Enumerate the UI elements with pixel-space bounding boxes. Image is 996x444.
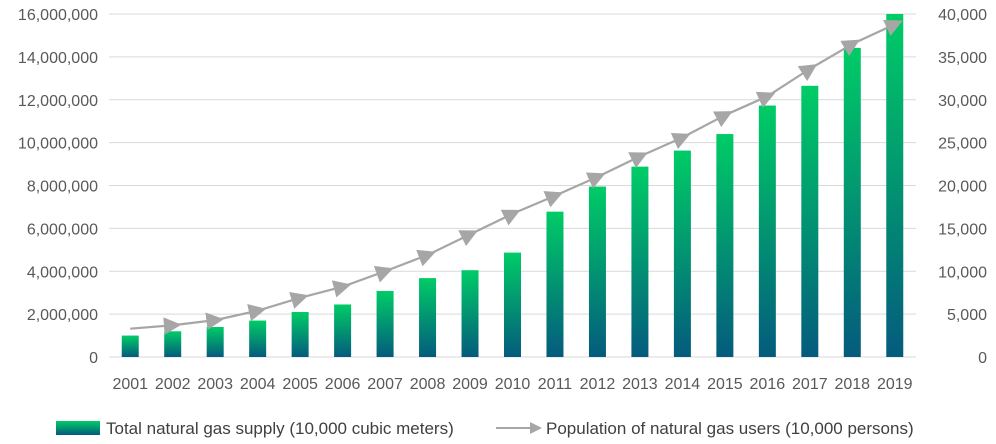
- y-left-tick-label: 0: [89, 350, 98, 367]
- line-segment-2005: [257, 291, 309, 312]
- line-segment-2015: [681, 111, 733, 139]
- legend-line-label: Population of natural gas users (10,000 …: [546, 419, 914, 438]
- x-tick-label: 2010: [495, 376, 531, 393]
- bar-2004: [249, 320, 267, 357]
- line-segment-2002: [130, 317, 182, 335]
- bar-2013: [631, 166, 649, 357]
- y-left-tick-label: 14,000,000: [18, 50, 98, 67]
- x-tick-label: 2016: [750, 376, 786, 393]
- x-tick-label: 2006: [325, 376, 361, 393]
- y-axis-left: 0 2,000,000 4,000,000 6,000,000 8,000,000 10,…: [18, 7, 98, 367]
- y-left-tick-label: 8,000,000: [27, 179, 98, 196]
- y-right-tick-label: 20,000: [938, 179, 987, 196]
- legend-arrow-icon: [530, 422, 542, 434]
- line-segment-2012: [554, 172, 606, 197]
- x-tick-label: 2004: [240, 376, 276, 393]
- line-segment-2014: [639, 133, 691, 158]
- y-right-tick-label: 15,000: [938, 221, 987, 238]
- x-tick-label: 2018: [834, 376, 870, 393]
- x-tick-label: 2015: [707, 376, 743, 393]
- bar-2014: [673, 150, 691, 357]
- x-tick-label: 2008: [410, 376, 446, 393]
- line-segment-2007: [342, 265, 394, 288]
- bar-2017: [801, 85, 819, 358]
- bar-2010: [504, 252, 521, 357]
- bar-2012: [588, 186, 606, 357]
- y-axis-right: 0 5,000 10,000 15,000 20,000 25,000 30,000 35,0…: [938, 7, 987, 367]
- y-left-tick-label: 6,000,000: [27, 221, 98, 238]
- y-left-tick-label: 10,000,000: [18, 136, 98, 153]
- bar-2002: [164, 331, 182, 357]
- bar-2019: [886, 14, 904, 357]
- line-segment-2003: [172, 312, 224, 330]
- y-right-tick-label: 40,000: [938, 7, 987, 24]
- x-tick-label: 2003: [197, 376, 233, 393]
- x-tick-label: 2014: [665, 376, 701, 393]
- x-tick-label: 2019: [877, 376, 913, 393]
- line-segment-2018: [809, 39, 860, 70]
- y-right-tick-label: 10,000: [938, 264, 987, 281]
- line-segment-2017: [766, 64, 818, 98]
- bar-2008: [419, 278, 437, 357]
- x-tick-label: 2001: [112, 376, 148, 393]
- bar-2007: [376, 290, 394, 357]
- x-tick-label: 2017: [792, 376, 828, 393]
- bar-2016: [758, 105, 776, 358]
- y-right-tick-label: 35,000: [938, 50, 987, 67]
- line-segment-2010: [469, 209, 521, 236]
- x-tick-label: 2005: [282, 376, 318, 393]
- bar-2018: [843, 47, 861, 358]
- line-segment-2006: [299, 280, 352, 299]
- line-segment-2009: [427, 230, 478, 256]
- x-tick-label: 2002: [155, 376, 191, 393]
- y-right-tick-label: 30,000: [938, 93, 987, 110]
- bar-2015: [716, 134, 734, 357]
- bar-2001: [121, 335, 139, 357]
- x-tick-label: 2009: [452, 376, 488, 393]
- x-tick-label: 2011: [538, 376, 573, 393]
- bar-2005: [291, 311, 309, 357]
- bar-2011: [546, 211, 564, 357]
- line-segment-2013: [596, 152, 648, 178]
- y-right-tick-label: 25,000: [938, 136, 987, 153]
- bar-2006: [334, 304, 352, 357]
- x-tick-label: 2007: [367, 376, 403, 393]
- line-series: [130, 20, 903, 335]
- line-segment-2016: [724, 91, 776, 117]
- y-left-tick-label: 16,000,000: [18, 7, 98, 24]
- line-segment-2019: [851, 20, 903, 46]
- y-left-tick-label: 12,000,000: [18, 93, 98, 110]
- y-left-tick-label: 2,000,000: [27, 307, 98, 324]
- y-right-tick-label: 5,000: [947, 307, 987, 324]
- y-right-tick-label: 0: [978, 350, 987, 367]
- legend-bar-swatch: [56, 421, 100, 435]
- line-segment-2004: [214, 304, 267, 322]
- bar-2003: [206, 326, 224, 357]
- x-tick-label: 2012: [580, 376, 616, 393]
- bar-2009: [461, 270, 479, 357]
- x-tick-label: 2013: [622, 376, 658, 393]
- x-axis: 2001 2002 2003 2004 2005 2006 2007 2008 2009 2010…: [112, 376, 912, 393]
- legend-bar-label: Total natural gas supply (10,000 cubic m…: [106, 419, 454, 438]
- line-segment-2011: [512, 191, 564, 215]
- line-segment-2008: [384, 249, 436, 273]
- y-left-tick-label: 4,000,000: [27, 264, 98, 281]
- bar-series: [121, 14, 904, 358]
- legend: Total natural gas supply (10,000 cubic m…: [56, 419, 914, 438]
